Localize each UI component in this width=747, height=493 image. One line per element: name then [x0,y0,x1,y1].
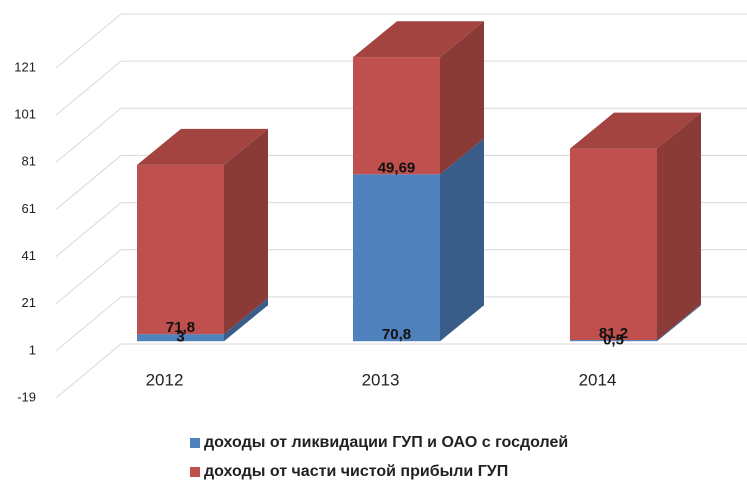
y-tick-label: 21 [22,295,36,310]
bar-segment [137,334,224,342]
bar-segment [353,174,440,342]
x-tick-label: 2013 [362,370,400,389]
grid-line [55,202,747,257]
x-tick-label: 2014 [579,370,617,389]
grid-line [55,13,747,69]
bar-side [440,138,484,342]
legend-swatch [190,438,200,448]
bar-segment [137,164,224,335]
bar-side [224,298,268,342]
bar-segment [353,57,440,175]
legend-label: доходы от части чистой прибыли ГУП [204,463,508,480]
y-tick-label: 1 [29,342,36,357]
value-label: 81,2 [599,325,628,342]
grid-line [55,154,747,210]
y-tick-label: -19 [17,389,36,404]
x-tick-label: 2012 [146,370,184,389]
value-label: 70,8 [382,326,411,343]
bar-side [657,304,701,342]
grid-line [55,343,747,399]
y-tick-label: 101 [14,107,36,122]
bar-top [570,112,701,149]
grid-line [55,249,747,305]
legend-swatch [190,467,200,477]
value-label: 3 [176,329,184,346]
y-tick-label: 41 [22,248,36,263]
grid-line [55,107,747,163]
bar-side [224,128,268,335]
value-label: 71,8 [166,319,195,336]
y-tick-label: 61 [22,201,36,216]
y-tick-label: 81 [22,154,36,169]
bar-side [440,21,484,175]
y-tick-label: 121 [14,59,36,74]
bar-side [657,112,701,341]
bar-top [137,128,268,165]
value-label: 0,5 [603,332,624,349]
grid-line [55,296,747,352]
grid-line [55,60,747,116]
value-label: 49,69 [378,159,416,176]
legend-label: доходы от ликвидации ГУП и ОАО с госдоле… [204,434,568,451]
bar-segment [570,148,657,341]
bar-segment [570,340,657,342]
bar-top [353,21,484,58]
